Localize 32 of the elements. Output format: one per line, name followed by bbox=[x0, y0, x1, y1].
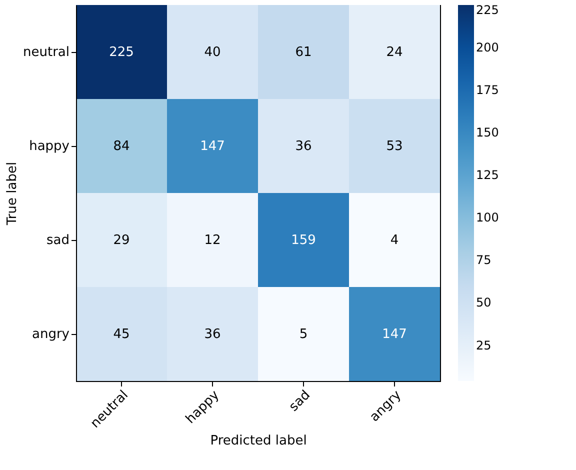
color-bar-label: 25 bbox=[476, 338, 492, 352]
color-bar-label: 100 bbox=[476, 210, 499, 225]
data-label: 147 bbox=[200, 139, 225, 154]
y-tick-label: angry bbox=[32, 327, 70, 342]
y-axis-title: True label bbox=[5, 162, 20, 226]
x-axis-title: Predicted label bbox=[210, 434, 307, 449]
data-label: 159 bbox=[291, 233, 316, 248]
data-label: 12 bbox=[204, 233, 221, 248]
data-label: 4 bbox=[390, 233, 399, 248]
data-label: 29 bbox=[113, 233, 130, 248]
data-label: 5 bbox=[299, 327, 308, 342]
data-label: 61 bbox=[295, 45, 312, 60]
color-bar-label: 175 bbox=[476, 83, 499, 98]
data-label: 36 bbox=[204, 327, 221, 342]
data-label: 225 bbox=[109, 45, 134, 60]
data-label: 45 bbox=[113, 327, 130, 342]
color-bar-label: 225 bbox=[476, 3, 499, 17]
y-tick-label: neutral bbox=[23, 45, 70, 60]
data-label: 147 bbox=[382, 327, 407, 342]
color-bar-label: 75 bbox=[476, 253, 492, 268]
data-label: 24 bbox=[386, 45, 403, 60]
data-label: 40 bbox=[204, 45, 221, 60]
color-bar-label: 125 bbox=[476, 168, 499, 182]
x-tick-label: sad bbox=[286, 388, 314, 415]
data-label: 84 bbox=[113, 139, 130, 154]
color-bar-label: 200 bbox=[476, 40, 499, 55]
data-label: 36 bbox=[295, 139, 312, 154]
data-label: 53 bbox=[386, 139, 403, 154]
color-bar-label: 150 bbox=[476, 126, 499, 140]
y-tick-label: sad bbox=[46, 233, 70, 248]
color-bar-label: 50 bbox=[476, 296, 492, 310]
y-tick-label: happy bbox=[29, 139, 70, 154]
